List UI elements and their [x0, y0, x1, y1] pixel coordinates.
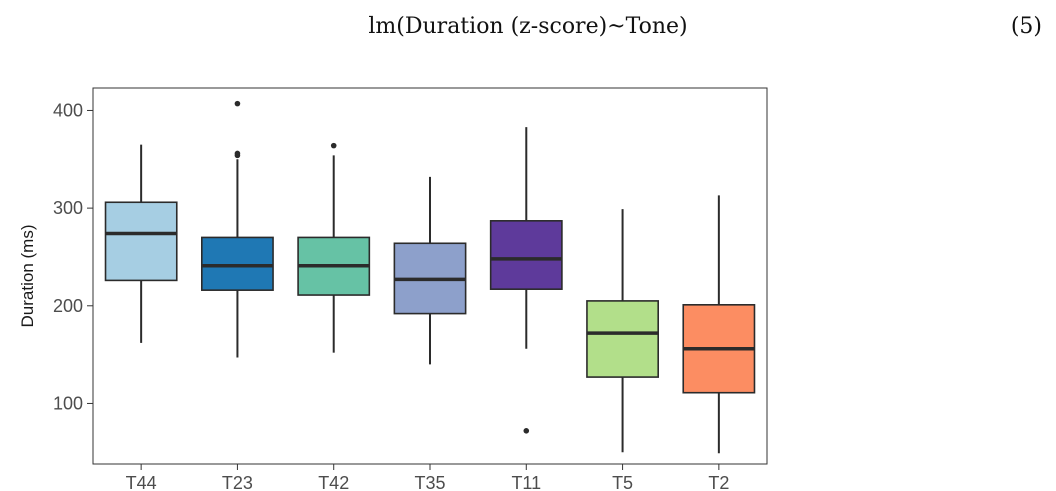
box-t44 [104, 144, 178, 343]
x-axis: T44 T23 T42 T35 T11 T5 T2 [126, 464, 729, 491]
box-group [104, 100, 756, 454]
box-body [489, 220, 563, 290]
box-t35 [393, 176, 467, 365]
y-tick-label: 400 [53, 100, 83, 120]
box-t23 [201, 100, 274, 358]
x-tick-label: T35 [414, 473, 445, 491]
equation-number: (5) [1010, 14, 1042, 39]
box-t5 [586, 209, 659, 453]
y-axis: 100 200 300 400 [53, 100, 93, 413]
x-tick-label: T11 [511, 473, 541, 491]
box-t11 [489, 127, 563, 434]
x-tick-label: T5 [612, 473, 633, 491]
x-tick-label: T44 [126, 473, 157, 491]
outlier-point [523, 427, 530, 434]
x-tick-label: T42 [318, 473, 349, 491]
y-tick-label: 100 [53, 393, 83, 413]
outlier-point [234, 100, 241, 107]
box-body [104, 201, 178, 282]
outlier-point [234, 150, 241, 157]
box-body [201, 236, 274, 291]
y-tick-label: 300 [53, 198, 83, 218]
box-body [586, 300, 659, 378]
box-t2 [682, 195, 756, 454]
formula-text: lm(Duration (z-score)~Tone) [368, 14, 688, 39]
box-t42 [297, 142, 371, 353]
y-tick-label: 200 [53, 296, 83, 316]
x-tick-label: T2 [708, 473, 729, 491]
y-axis-title: Duration (ms) [18, 225, 37, 328]
x-tick-label: T23 [222, 473, 253, 491]
outlier-point [330, 142, 337, 149]
